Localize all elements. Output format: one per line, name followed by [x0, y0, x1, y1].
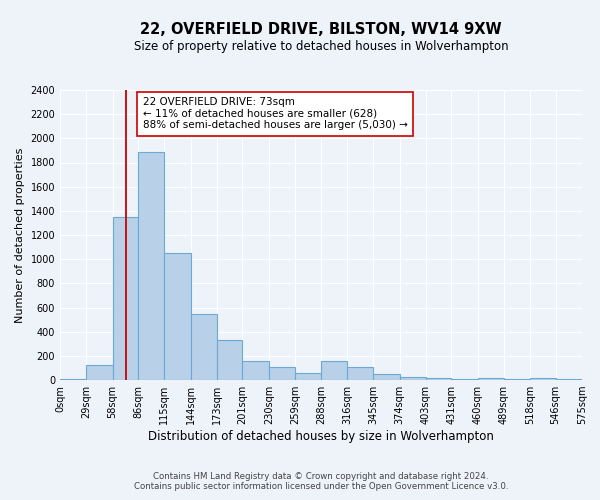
Text: Size of property relative to detached houses in Wolverhampton: Size of property relative to detached ho… — [134, 40, 508, 53]
Bar — [347, 368, 373, 380]
Bar — [426, 378, 451, 380]
Bar — [164, 253, 191, 380]
Bar — [504, 379, 530, 380]
Bar — [451, 379, 478, 380]
Text: Contains HM Land Registry data © Crown copyright and database right 2024.
Contai: Contains HM Land Registry data © Crown c… — [134, 472, 508, 491]
Y-axis label: Number of detached properties: Number of detached properties — [15, 148, 25, 322]
Bar — [138, 152, 164, 380]
Bar — [242, 360, 269, 380]
Bar — [86, 365, 113, 380]
Bar — [322, 360, 347, 380]
Text: 22, OVERFIELD DRIVE, BILSTON, WV14 9XW: 22, OVERFIELD DRIVE, BILSTON, WV14 9XW — [140, 22, 502, 38]
Bar — [295, 373, 322, 380]
Bar — [556, 379, 582, 380]
Bar — [478, 378, 504, 380]
Bar — [269, 368, 295, 380]
Bar — [113, 217, 138, 380]
X-axis label: Distribution of detached houses by size in Wolverhampton: Distribution of detached houses by size … — [148, 430, 494, 443]
Text: 22 OVERFIELD DRIVE: 73sqm
← 11% of detached houses are smaller (628)
88% of semi: 22 OVERFIELD DRIVE: 73sqm ← 11% of detac… — [143, 97, 407, 130]
Bar — [217, 340, 242, 380]
Bar — [191, 314, 217, 380]
Bar — [60, 379, 86, 380]
Bar — [373, 374, 400, 380]
Bar — [530, 378, 556, 380]
Bar — [400, 377, 426, 380]
